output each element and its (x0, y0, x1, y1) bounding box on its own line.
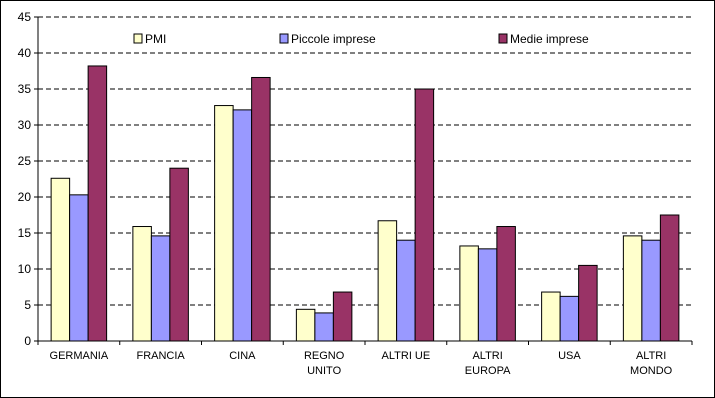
bar (496, 226, 516, 342)
bar (214, 105, 234, 342)
y-tick-label: 0 (24, 334, 31, 348)
bar (477, 248, 498, 342)
legend-label: PMI (145, 32, 166, 46)
y-tick-label: 5 (24, 298, 31, 312)
legend-swatch (279, 33, 289, 44)
legend-label: Medie imprese (510, 32, 589, 46)
x-tick-label: ALTRI (636, 350, 666, 362)
bar (150, 235, 171, 342)
bar (377, 220, 398, 342)
bar (332, 291, 353, 342)
bar (87, 65, 108, 342)
x-tick-label: MONDO (630, 365, 673, 377)
y-tick-label: 45 (18, 10, 32, 24)
bar (578, 264, 598, 342)
bar (641, 239, 661, 342)
legend-swatch (133, 33, 143, 44)
x-tick-label: USA (558, 350, 581, 362)
bar (232, 109, 253, 342)
bar (414, 88, 435, 342)
bar (559, 295, 580, 342)
legend-swatch (498, 33, 508, 44)
bar (314, 312, 334, 342)
y-tick-label: 40 (18, 46, 32, 60)
x-tick-label: GERMANIA (50, 350, 109, 362)
bar (50, 177, 71, 342)
x-tick-label: ALTRI UE (382, 350, 431, 362)
bar (541, 291, 561, 342)
x-tick-label: ALTRI (472, 350, 502, 362)
y-tick-label: 20 (18, 190, 32, 204)
y-tick-label: 15 (18, 226, 32, 240)
x-tick-label: FRANCIA (136, 350, 185, 362)
bar (459, 245, 479, 342)
bar (132, 226, 152, 342)
bar (69, 194, 89, 342)
bar (295, 308, 316, 342)
y-tick-label: 10 (18, 262, 32, 276)
bar (251, 76, 271, 342)
bar (622, 235, 643, 342)
legend-label: Piccole imprese (291, 32, 376, 46)
bar (169, 167, 189, 342)
x-tick-label: EUROPA (465, 365, 511, 377)
y-tick-label: 35 (18, 82, 32, 96)
x-tick-label: REGNO (304, 350, 345, 362)
bar (396, 239, 416, 342)
x-tick-label: UNITO (307, 365, 341, 377)
bar (659, 214, 680, 342)
y-tick-label: 30 (18, 118, 32, 132)
y-tick-label: 25 (18, 154, 32, 168)
x-tick-label: CINA (229, 350, 256, 362)
